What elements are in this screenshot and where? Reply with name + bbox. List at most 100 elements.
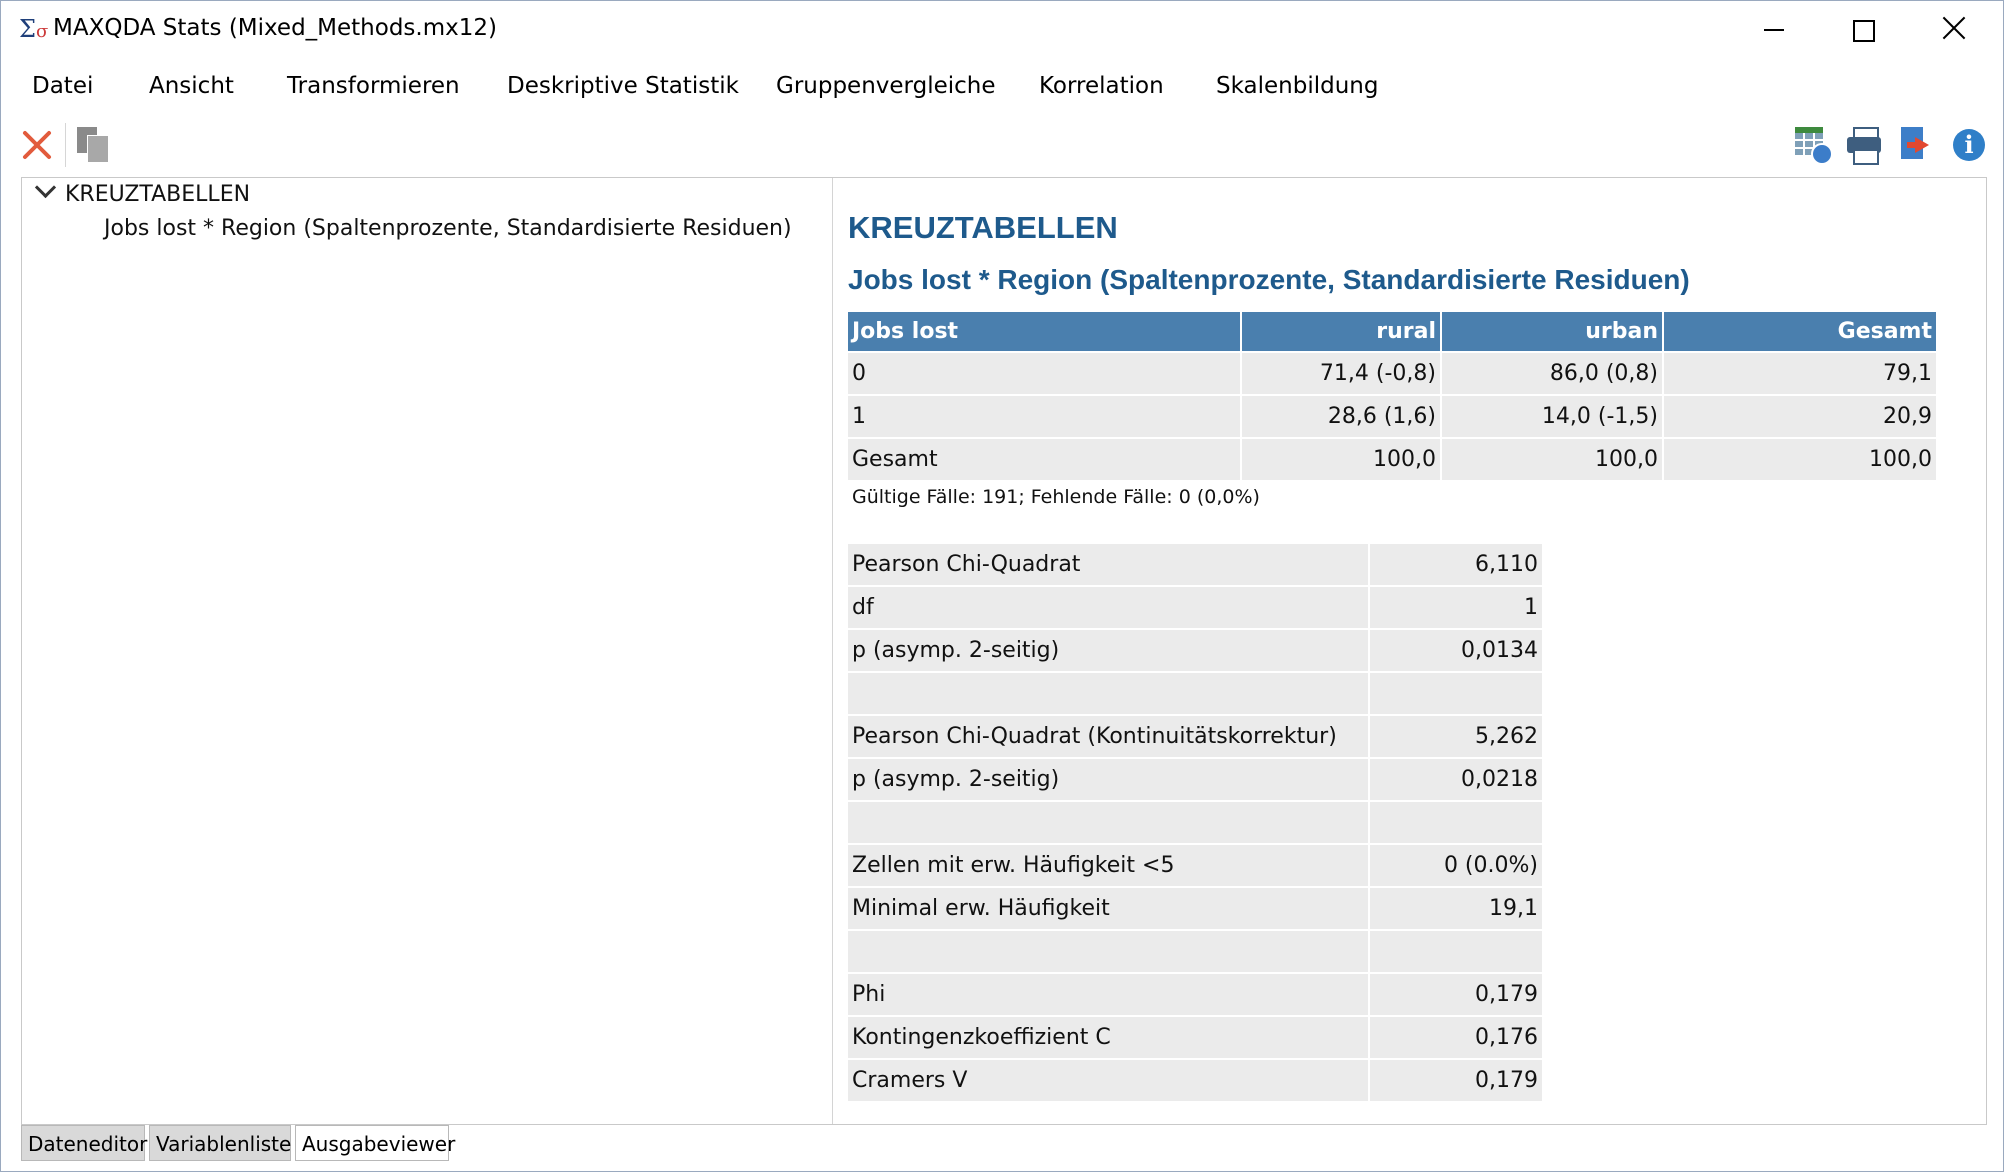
menu-ansicht[interactable]: Ansicht xyxy=(149,73,234,99)
table-cell: Gesamt xyxy=(848,439,1240,480)
stat-label: df xyxy=(848,587,1368,628)
table-row: p (asymp. 2-seitig) 0,0218 xyxy=(848,759,1542,800)
stat-label: Minimal erw. Häufigkeit xyxy=(848,888,1368,929)
table-cell: 14,0 (-1,5) xyxy=(1442,396,1662,437)
table-row: Minimal erw. Häufigkeit 19,1 xyxy=(848,888,1542,929)
stat-label: Pearson Chi-Quadrat xyxy=(848,544,1368,585)
export-table-icon[interactable] xyxy=(1793,125,1833,165)
tree-root-item[interactable]: KREUZTABELLEN xyxy=(34,176,251,207)
app-logo-icon: Σσ xyxy=(19,15,49,43)
output-viewer: KREUZTABELLEN Jobs lost * Region (Spalte… xyxy=(848,178,1984,1124)
tab-variablenliste[interactable]: Variablenliste xyxy=(149,1125,291,1161)
table-cell: 100,0 xyxy=(1664,439,1936,480)
stat-label: Zellen mit erw. Häufigkeit <5 xyxy=(848,845,1368,886)
stat-label xyxy=(848,802,1368,843)
maximize-icon xyxy=(1853,20,1875,42)
menu-korrelation[interactable]: Korrelation xyxy=(1039,73,1164,99)
table-row: Zellen mit erw. Häufigkeit <5 0 (0.0%) xyxy=(848,845,1542,886)
table-cell: 71,4 (-0,8) xyxy=(1242,353,1440,394)
menu-datei[interactable]: Datei xyxy=(32,73,94,99)
table-row: p (asymp. 2-seitig) 0,0134 xyxy=(848,630,1542,671)
stat-value: 0,179 xyxy=(1370,974,1542,1015)
stat-value: 0,0218 xyxy=(1370,759,1542,800)
stat-value: 0,176 xyxy=(1370,1017,1542,1058)
chevron-down-icon[interactable] xyxy=(34,176,57,199)
column-header: rural xyxy=(1242,312,1440,351)
stat-label: Kontingenzkoeffizient C xyxy=(848,1017,1368,1058)
menu-skalenbildung[interactable]: Skalenbildung xyxy=(1216,73,1379,99)
crosstab-table: Jobs lost rural urban Gesamt 0 71,4 (-0,… xyxy=(846,310,1938,482)
table-cell: 1 xyxy=(848,396,1240,437)
table-row: Phi 0,179 xyxy=(848,974,1542,1015)
table-row: 0 71,4 (-0,8) 86,0 (0,8) 79,1 xyxy=(848,353,1936,394)
menu-gruppenvergleiche[interactable]: Gruppenvergleiche xyxy=(776,73,996,99)
statistics-table: Pearson Chi-Quadrat 6,110 df 1 p (asymp. 2… xyxy=(846,542,1544,1103)
tab-ausgabeviewer[interactable]: Ausgabeviewer xyxy=(295,1125,455,1161)
table-row xyxy=(848,802,1542,843)
stat-label xyxy=(848,931,1368,972)
stat-value xyxy=(1370,673,1542,714)
close-icon xyxy=(1941,15,1967,41)
output-tree: KREUZTABELLEN Jobs lost * Region (Spalte… xyxy=(22,176,833,1124)
table-cell: 86,0 (0,8) xyxy=(1442,353,1662,394)
column-header: Gesamt xyxy=(1664,312,1936,351)
valid-cases-note: Gültige Fälle: 191; Fehlende Fälle: 0 (0… xyxy=(852,486,1260,508)
content-area: KREUZTABELLEN Jobs lost * Region (Spalte… xyxy=(21,176,1987,1125)
menu-transformieren[interactable]: Transformieren xyxy=(287,73,460,99)
window-title: MAXQDA Stats (Mixed_Methods.mx12) xyxy=(53,15,497,41)
tab-dateneditor[interactable]: Dateneditor xyxy=(21,1125,147,1161)
stat-label: Phi xyxy=(848,974,1368,1015)
export-icon[interactable] xyxy=(1897,125,1937,165)
column-header: Jobs lost xyxy=(848,312,1240,351)
stat-value xyxy=(1370,931,1542,972)
output-heading: KREUZTABELLEN xyxy=(848,210,1118,245)
delete-output-icon[interactable] xyxy=(21,129,53,161)
stat-value: 0,179 xyxy=(1370,1060,1542,1101)
stat-value: 1 xyxy=(1370,587,1542,628)
table-row: 1 28,6 (1,6) 14,0 (-1,5) 20,9 xyxy=(848,396,1936,437)
minimize-button[interactable] xyxy=(1727,1,1817,59)
tree-root-label: KREUZTABELLEN xyxy=(65,182,251,207)
stat-value: 6,110 xyxy=(1370,544,1542,585)
table-row xyxy=(848,673,1542,714)
table-row: Cramers V 0,179 xyxy=(848,1060,1542,1101)
toolbar-divider xyxy=(65,123,66,167)
stat-label xyxy=(848,673,1368,714)
info-icon[interactable]: i xyxy=(1949,125,1989,165)
table-row: Pearson Chi-Quadrat (Kontinuitätskorrekt… xyxy=(848,716,1542,757)
stat-value: 19,1 xyxy=(1370,888,1542,929)
stat-value: 5,262 xyxy=(1370,716,1542,757)
stat-value: 0,0134 xyxy=(1370,630,1542,671)
table-row: Gesamt 100,0 100,0 100,0 xyxy=(848,439,1936,480)
maximize-button[interactable] xyxy=(1817,1,1907,59)
table-cell: 100,0 xyxy=(1442,439,1662,480)
close-window-button[interactable] xyxy=(1907,1,1997,59)
stat-value xyxy=(1370,802,1542,843)
stat-label: p (asymp. 2-seitig) xyxy=(848,759,1368,800)
table-cell: 28,6 (1,6) xyxy=(1242,396,1440,437)
table-cell: 79,1 xyxy=(1664,353,1936,394)
table-cell: 100,0 xyxy=(1242,439,1440,480)
table-cell: 20,9 xyxy=(1664,396,1936,437)
menu-bar: Datei Ansicht Transformieren Deskriptive… xyxy=(1,59,2003,115)
toolbar: i xyxy=(1,115,2003,175)
stat-label: Pearson Chi-Quadrat (Kontinuitätskorrekt… xyxy=(848,716,1368,757)
table-row: Kontingenzkoeffizient C 0,176 xyxy=(848,1017,1542,1058)
stat-label: Cramers V xyxy=(848,1060,1368,1101)
stat-label: p (asymp. 2-seitig) xyxy=(848,630,1368,671)
menu-deskriptive-statistik[interactable]: Deskriptive Statistik xyxy=(507,73,739,99)
stat-value: 0 (0.0%) xyxy=(1370,845,1542,886)
table-row xyxy=(848,931,1542,972)
table-row: df 1 xyxy=(848,587,1542,628)
print-icon[interactable] xyxy=(1845,125,1885,165)
tree-child-item[interactable]: Jobs lost * Region (Spaltenprozente, Sta… xyxy=(104,216,792,241)
output-subheading: Jobs lost * Region (Spaltenprozente, Sta… xyxy=(848,264,1690,295)
copy-icon[interactable] xyxy=(77,127,111,163)
table-cell: 0 xyxy=(848,353,1240,394)
title-bar: Σσ MAXQDA Stats (Mixed_Methods.mx12) xyxy=(1,1,2003,59)
table-header-row: Jobs lost rural urban Gesamt xyxy=(848,312,1936,351)
minimize-icon xyxy=(1764,29,1784,31)
table-row: Pearson Chi-Quadrat 6,110 xyxy=(848,544,1542,585)
column-header: urban xyxy=(1442,312,1662,351)
